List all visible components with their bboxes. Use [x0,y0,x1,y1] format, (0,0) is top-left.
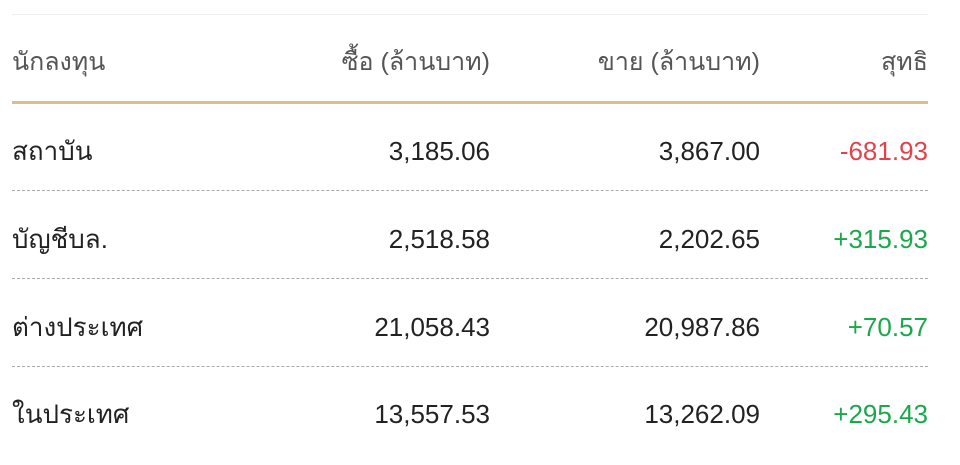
table-row: บัญชีบล. 2,518.58 2,202.65 +315.93 [12,219,928,259]
header-investor: นักลงทุน [12,48,106,76]
investor-cell: ต่างประเทศ [12,311,144,342]
net-cell: -681.93 [839,135,928,166]
net-cell: +315.93 [833,223,928,254]
net-cell: +295.43 [833,398,928,429]
sell-cell: 3,867.00 [658,135,760,166]
header-sell: ขาย (ล้านบาท) [597,48,760,76]
table-row: ในประเทศ 13,557.53 13,262.09 +295.43 [12,394,928,434]
buy-cell: 2,518.58 [388,223,490,254]
buy-cell: 21,058.43 [374,311,490,342]
top-divider [12,14,928,15]
buy-cell: 3,185.06 [388,135,490,166]
investor-cell: บัญชีบล. [12,223,108,254]
net-cell: +70.57 [847,311,928,342]
sell-cell: 2,202.65 [658,223,760,254]
sell-cell: 20,987.86 [644,311,760,342]
row-divider [12,366,928,367]
table-row: ต่างประเทศ 21,058.43 20,987.86 +70.57 [12,307,928,347]
sell-cell: 13,262.09 [644,398,760,429]
row-divider [12,278,928,279]
investor-cell: สถาบัน [12,135,93,166]
row-divider [12,190,928,191]
header-divider [12,101,928,104]
table-header: นักลงทุน ซื้อ (ล้านบาท) ขาย (ล้านบาท) สุ… [12,42,928,82]
investor-cell: ในประเทศ [12,398,130,429]
table-row: สถาบัน 3,185.06 3,867.00 -681.93 [12,131,928,171]
header-buy: ซื้อ (ล้านบาท) [341,48,490,76]
header-net: สุทธิ [881,48,928,76]
buy-cell: 13,557.53 [374,398,490,429]
